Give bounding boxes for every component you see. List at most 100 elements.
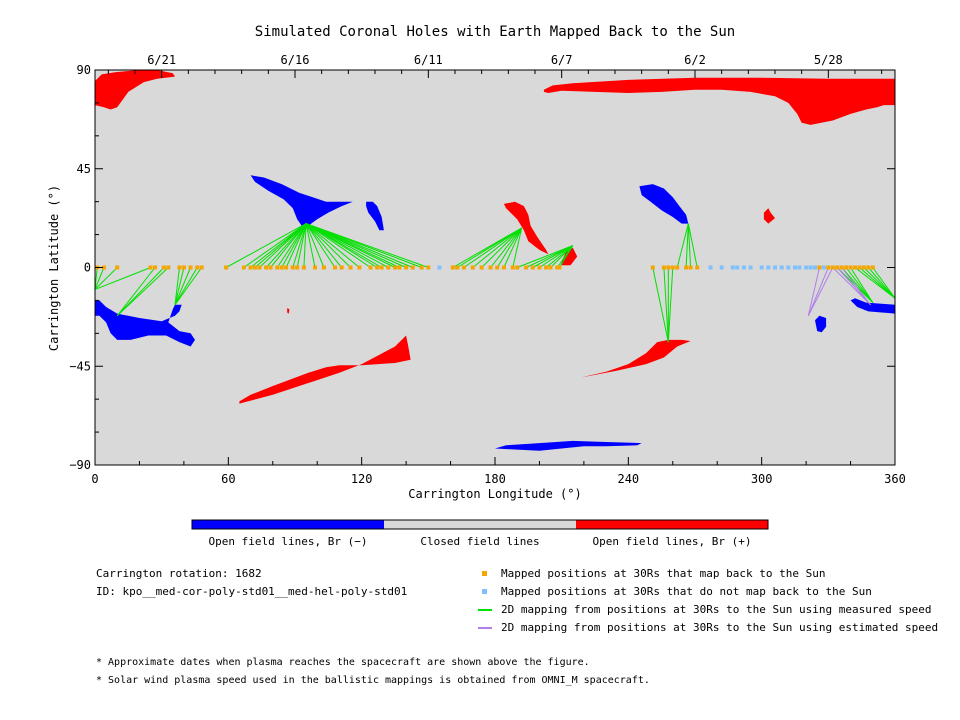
measured-mapping-line-5-0: [517, 245, 573, 268]
measured-mapping-line-5-3: [539, 245, 574, 268]
measured-mapping-line-5-1: [525, 245, 573, 268]
positive-coronal-hole-6: [561, 247, 578, 266]
measured-mapping-line-4-2: [463, 227, 522, 268]
measured-mapping-line-0-2: [94, 267, 118, 290]
mapped-point-39: [419, 265, 424, 270]
mapped-point-53: [537, 265, 542, 270]
measured-mapping-line-5-4: [545, 245, 574, 268]
legend-measured: 2D mapping from positions at 30Rs to the…: [478, 603, 931, 616]
measured-mapping-line-3-1: [243, 223, 307, 268]
mapped-point-62: [675, 265, 680, 270]
mapped-point-66: [817, 265, 822, 270]
colorbar-negative: [192, 520, 384, 529]
legend-not-mapped-label: Mapped positions at 30Rs that do not map…: [501, 585, 872, 598]
measured-mapping-line-3-10: [292, 223, 307, 268]
mapped-point-4: [153, 265, 157, 270]
mapped-point-36: [397, 265, 402, 270]
top-date-label-3: 6/7: [551, 53, 573, 67]
mapped-point-72: [848, 265, 853, 270]
measured-mapping-line-7-2: [687, 223, 692, 268]
x-axis-label: Carrington Longitude (°): [408, 487, 581, 501]
mapped-point-55: [548, 265, 553, 270]
mapped-point-29: [348, 265, 353, 270]
mapped-point-24: [301, 265, 306, 270]
top-date-label-5: 5/28: [814, 53, 843, 67]
not-mapped-point-7: [759, 265, 764, 270]
measured-mapping-line-3-7: [276, 223, 307, 268]
measured-mapping-line-4-3: [472, 227, 522, 268]
mapped-point-71: [844, 265, 849, 270]
mapped-point-19: [275, 265, 280, 270]
measured-mapping-line-4-6: [496, 227, 523, 268]
not-mapped-point-10: [779, 265, 784, 270]
measured-mapping-line-3-4: [259, 223, 307, 268]
y-axis-label: Carrington Latitude (°): [47, 185, 61, 351]
mapped-point-38: [410, 265, 415, 270]
mapped-point-30: [357, 265, 362, 270]
measured-mapping-line-2-0: [174, 267, 180, 305]
measured-mapping-line-3-17: [305, 223, 351, 268]
colorbar-frame: [191, 519, 769, 530]
mapped-point-59: [661, 265, 666, 270]
measured-mapping-line-3-16: [305, 223, 343, 268]
mapped-point-63: [684, 265, 689, 270]
legend-estimated: 2D mapping from positions at 30Rs to the…: [478, 621, 938, 634]
measured-mapping-line-8-2: [845, 267, 874, 303]
axes: 0 60 120 180 240 300 360 90 45 0 −45 −90 6/21 6/16 6/1…: [69, 53, 906, 486]
mapped-point-10: [195, 265, 200, 270]
negative-coronal-hole-12: [815, 315, 827, 333]
mapped-point-18: [268, 265, 273, 270]
legend-mapped: Mapped positions at 30Rs that map back t…: [478, 567, 826, 580]
negative-coronal-hole-10: [639, 184, 689, 224]
measured-mapping-line-8-1: [841, 267, 874, 303]
mapped-point-32: [375, 265, 380, 270]
measured-mapping-line-3-28: [305, 223, 429, 268]
measured-mapping-line-8-3: [850, 267, 874, 303]
estimated-mapping-line-1-2: [841, 267, 871, 306]
measured-mapping-line-2-3: [174, 267, 198, 306]
mapped-point-1: [101, 265, 106, 270]
plot-area: [94, 70, 896, 465]
not-mapped-point-14: [804, 265, 809, 270]
legend-not-mapped: Mapped positions at 30Rs that do not map…: [478, 585, 872, 598]
measured-mapping-line-3-14: [305, 223, 325, 268]
positive-coronal-hole-4: [503, 201, 549, 255]
not-mapped-point-9: [773, 265, 777, 270]
estimated-mapping-line-0-0: [807, 267, 820, 316]
measured-mapping-line-3-13: [305, 223, 316, 268]
measured-mapping-line-4-7: [503, 227, 523, 268]
not-mapped-point-13: [797, 265, 802, 270]
measured-mapping-line-3-9: [285, 223, 307, 268]
measured-mapping-line-6-0: [652, 267, 669, 343]
mapped-point-8: [181, 265, 186, 270]
mapped-point-31: [368, 265, 373, 270]
y-tick-label-1: 45: [77, 162, 91, 176]
positive-coronal-hole-2: [239, 335, 411, 404]
y-tick-label-2: 0: [84, 261, 91, 275]
measured-mapping-line-3-19: [305, 223, 371, 268]
x-tick-label-0: 0: [91, 472, 98, 486]
mapped-point-7: [177, 265, 182, 270]
measured-mapping-line-3-6: [270, 223, 307, 268]
top-date-label-1: 6/16: [281, 53, 310, 67]
not-mapped-point-1: [708, 265, 713, 270]
estimated-mapping-line-1-0: [832, 267, 871, 306]
measured-mapping-line-7-3: [687, 223, 698, 268]
mapped-point-51: [524, 265, 529, 270]
estimated-mapping-line-0-1: [807, 267, 829, 316]
measured-mapping-line-4-5: [490, 227, 523, 268]
mapped-point-44: [470, 265, 475, 270]
mapped-point-75: [861, 265, 866, 270]
measured-mapping-line-4-1: [456, 227, 522, 268]
mapped-point-60: [666, 265, 671, 270]
negative-coronal-hole-13: [850, 298, 895, 314]
negative-coronal-hole-9: [366, 201, 384, 231]
positive-coronal-hole-5: [763, 208, 775, 224]
measured-mapping-line-1-2: [116, 267, 169, 317]
mapped-point-67: [826, 265, 831, 270]
mapped-point-23: [295, 265, 300, 270]
not-mapped-point-17: [821, 265, 826, 270]
measured-mapping-line-1-0: [116, 267, 156, 317]
measured-mapping-line-4-8: [512, 227, 523, 268]
